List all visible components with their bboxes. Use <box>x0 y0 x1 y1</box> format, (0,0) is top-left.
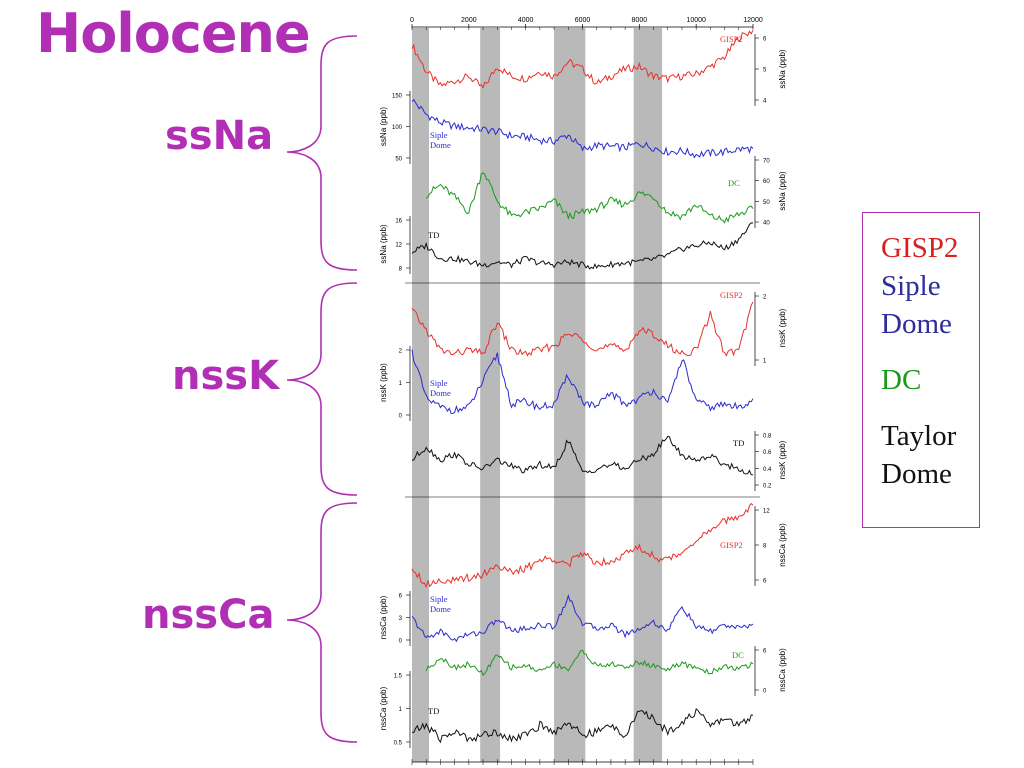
group-brace <box>286 502 358 743</box>
group-label-nssk: nssK <box>172 353 280 399</box>
y-tick-label: 0.6 <box>763 450 772 456</box>
y-axis-label: nssK (ppb) <box>778 440 787 479</box>
series-label: GISP2 <box>720 34 743 44</box>
series-label: DC <box>728 178 740 188</box>
series-label: GISP2 <box>720 540 743 550</box>
y-axis-label: nssK (ppb) <box>379 363 388 402</box>
y-tick-label: 150 <box>392 94 403 100</box>
y-axis-label: nssCa (ppb) <box>379 686 388 730</box>
shaded-interval <box>633 28 663 762</box>
y-tick-label: 6 <box>763 37 767 43</box>
y-tick-label: 16 <box>395 219 402 225</box>
x-tick-label: 12000 <box>743 17 763 24</box>
y-tick-label: 100 <box>392 125 403 131</box>
x-tick-label: 2000 <box>461 17 477 24</box>
shaded-interval <box>554 28 586 762</box>
y-tick-label: 3 <box>399 616 403 622</box>
legend-box: GISP2 Siple Dome DC Taylor Dome <box>862 212 980 528</box>
series-line-siple <box>411 98 754 159</box>
y-tick-label: 12 <box>395 243 402 249</box>
y-tick-label: 2 <box>399 349 403 355</box>
shaded-interval <box>480 28 501 762</box>
shaded-interval <box>412 28 430 762</box>
y-tick-label: 8 <box>763 544 767 550</box>
series-line-siple <box>411 349 754 415</box>
series-label: Siple <box>430 130 448 140</box>
y-axis-label: ssNa (ppb) <box>778 49 787 88</box>
series-label: Dome <box>430 604 451 614</box>
series-label: TD <box>428 230 439 240</box>
series-label: Dome <box>430 388 451 398</box>
x-tick-label: 4000 <box>518 17 534 24</box>
y-axis-label: ssNa (ppb) <box>379 224 388 263</box>
y-tick-label: 6 <box>399 594 403 600</box>
y-tick-label: 2 <box>763 295 767 301</box>
y-tick-label: 70 <box>763 159 770 165</box>
x-tick-label: 10000 <box>686 17 706 24</box>
series-label: Siple <box>430 378 448 388</box>
series-label: DC <box>732 650 744 660</box>
legend-entry-line: Siple <box>881 270 941 302</box>
y-tick-label: 12 <box>763 509 770 515</box>
series-label: Siple <box>430 594 448 604</box>
y-tick-label: 4 <box>763 99 767 105</box>
series-label: GISP2 <box>720 290 743 300</box>
x-tick-label: 6000 <box>575 17 591 24</box>
y-tick-label: 1 <box>399 707 403 713</box>
series-line-gisp2 <box>411 301 754 357</box>
y-tick-label: 0.2 <box>763 484 772 490</box>
series-label: Dome <box>430 140 451 150</box>
y-tick-label: 0.5 <box>394 741 403 747</box>
legend-entry-line: Taylor <box>881 420 957 452</box>
y-tick-label: 0 <box>399 414 403 420</box>
y-tick-label: 0.8 <box>763 434 772 440</box>
y-tick-label: 1.5 <box>394 674 403 680</box>
group-brace <box>286 282 358 496</box>
y-axis-label: nssCa (ppb) <box>778 648 787 692</box>
y-axis-label: nssK (ppb) <box>778 308 787 347</box>
series-line-dc <box>425 172 754 224</box>
series-line-td <box>411 222 754 270</box>
y-tick-label: 6 <box>763 579 767 585</box>
group-brace <box>286 35 358 271</box>
series-line-td <box>411 435 754 476</box>
y-tick-label: 50 <box>763 200 770 206</box>
legend-entry-line: DC <box>881 364 922 396</box>
y-tick-label: 40 <box>763 221 770 227</box>
series-line-td <box>411 707 754 744</box>
y-tick-label: 50 <box>395 157 402 163</box>
y-tick-label: 60 <box>763 179 770 185</box>
y-tick-label: 5 <box>763 68 767 74</box>
group-label-ssna: ssNa <box>165 113 274 159</box>
y-axis-label: ssNa (ppb) <box>379 107 388 146</box>
y-tick-label: 1 <box>763 359 767 365</box>
group-label-nssca: nssCa <box>142 592 275 638</box>
series-line-gisp2 <box>411 30 754 89</box>
y-tick-label: 0 <box>763 689 767 695</box>
legend-entry-line: Dome <box>881 308 952 340</box>
x-tick-label: 8000 <box>632 17 648 24</box>
y-tick-label: 0.4 <box>763 467 772 473</box>
series-line-siple <box>411 594 754 643</box>
y-axis-label: ssNa (ppb) <box>778 171 787 210</box>
y-axis-label: nssCa (ppb) <box>379 595 388 639</box>
y-tick-label: 8 <box>399 267 403 273</box>
y-tick-label: 0 <box>399 639 403 645</box>
series-line-gisp2 <box>411 502 754 589</box>
series-label: TD <box>428 706 439 716</box>
y-axis-label: nssCa (ppb) <box>778 523 787 567</box>
series-label: TD <box>733 438 744 448</box>
y-tick-label: 1 <box>399 381 403 387</box>
x-tick-label: 0 <box>410 17 414 24</box>
series-line-dc <box>425 649 754 676</box>
legend-entry-line: GISP2 <box>881 232 959 264</box>
slide-title: Holocene <box>36 2 311 65</box>
y-tick-label: 6 <box>763 649 767 655</box>
legend-entry-line: Dome <box>881 458 952 490</box>
